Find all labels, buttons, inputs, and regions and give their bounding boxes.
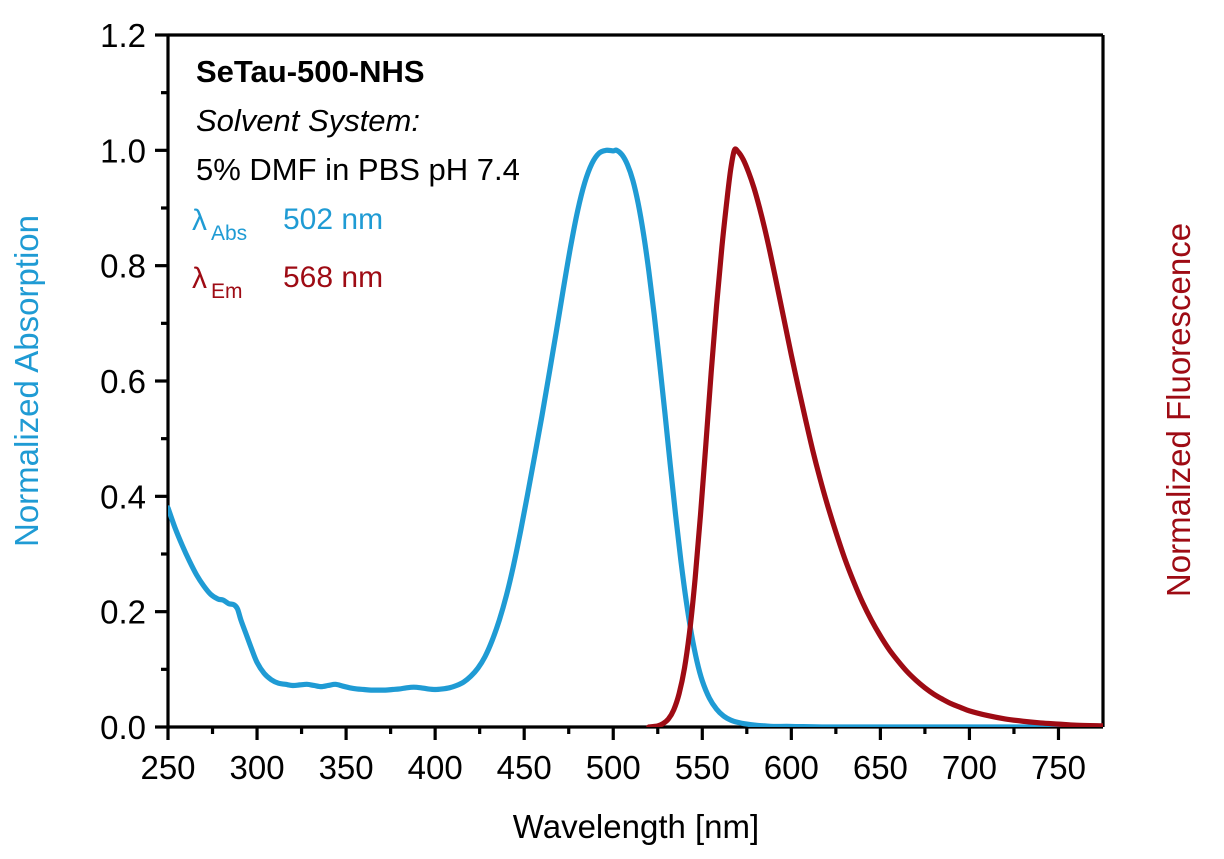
x-tick-label: 700 [942,749,997,786]
lambda-abs-value: 502 nm [283,203,383,236]
x-axis-ticks [166,727,1061,740]
x-tick-label: 350 [319,749,374,786]
series-line-fluorescence [646,146,1103,727]
annotation-solvent-value: 5% DMF in PBS pH 7.4 [196,152,520,187]
y-axis-tick-labels: 0.0 0.2 0.4 0.6 0.8 1.0 1.2 [100,17,146,746]
x-tick-label: 300 [230,749,285,786]
x-axis-title: Wavelength [nm] [513,808,759,845]
y-tick-label: 1.0 [100,132,146,169]
lambda-em-subscript: Em [211,280,243,303]
x-tick-label: 450 [497,749,552,786]
y-tick-label: 0.8 [100,248,146,285]
y-tick-label: 0.4 [100,478,146,515]
lambda-em-symbol: λ [192,262,207,295]
lambda-em-value: 568 nm [283,261,383,294]
x-tick-label: 550 [675,749,730,786]
annotation-em-line: λ Em 568 nm [192,261,383,303]
lambda-abs-symbol: λ [192,204,207,237]
y-tick-label: 0.6 [100,363,146,400]
annotation-abs-line: λ Abs 502 nm [192,203,383,245]
y-tick-label: 1.2 [100,17,146,54]
x-tick-label: 500 [586,749,641,786]
x-axis-tick-labels: 250 300 350 400 450 500 550 600 650 700 750 [140,749,1086,786]
annotation-solvent-header: Solvent System: [196,103,420,138]
x-tick-label: 750 [1031,749,1086,786]
x-tick-label: 600 [764,749,819,786]
y-tick-label: 0.2 [100,594,146,631]
x-tick-label: 250 [140,749,195,786]
x-tick-label: 400 [408,749,463,786]
lambda-abs-subscript: Abs [211,222,247,245]
x-tick-label: 650 [853,749,908,786]
annotation-compound-name: SeTau-500-NHS [196,54,425,89]
y-tick-label: 0.0 [100,709,146,746]
series-line-absorption [168,147,1103,727]
data-series-group [168,146,1103,727]
y-axis-title-fluorescence: Normalized Fluorescence [1160,223,1197,597]
y-axis-title-absorption: Normalized Absorption [8,215,45,547]
y-axis-ticks [155,33,168,729]
